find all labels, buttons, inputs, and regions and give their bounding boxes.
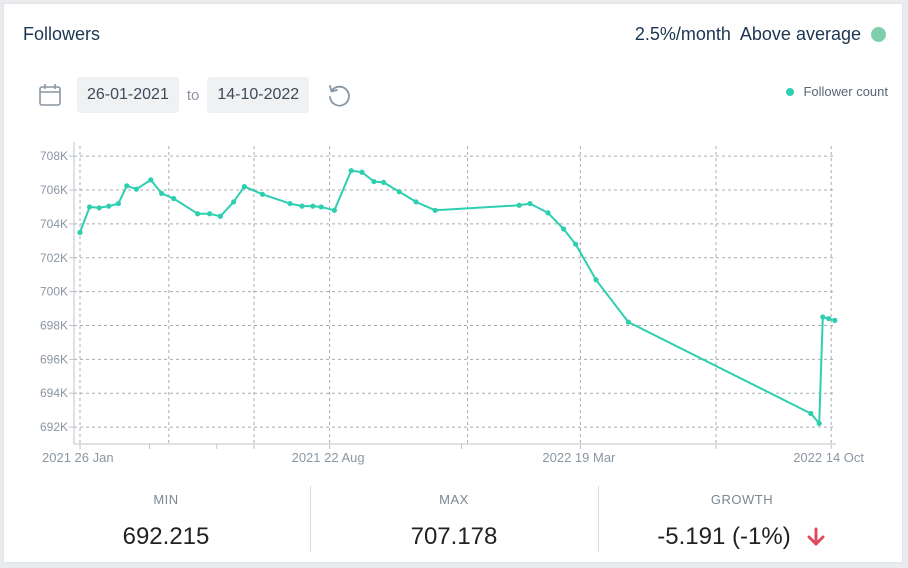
- data-point: [808, 410, 814, 417]
- data-point: [527, 200, 533, 207]
- y-tick-label: 708K: [40, 149, 68, 163]
- legend-marker: [786, 87, 795, 96]
- min-value: 692.215: [22, 523, 310, 551]
- data-point: [171, 195, 177, 202]
- data-point: [381, 179, 387, 186]
- data-point: [625, 319, 632, 325]
- card-title: Followers: [23, 24, 101, 44]
- date-range-picker: 26-01-2021 to 14-10-2022: [37, 77, 353, 113]
- data-point: [561, 226, 567, 232]
- stat-min: MIN 692.215: [22, 482, 310, 551]
- y-tick-label: 692K: [40, 420, 68, 434]
- data-point: [413, 199, 419, 205]
- x-tick-label: 2021 26 Jan: [42, 450, 114, 465]
- data-point: [115, 200, 121, 207]
- data-point: [77, 229, 83, 235]
- calendar-icon[interactable]: [37, 82, 63, 108]
- follower-line-chart: 692K 694K 696K 698K 700K 702K 704K 706K 708K 2021…: [40, 142, 864, 465]
- chart-legend[interactable]: Follower count: [786, 84, 888, 99]
- stat-growth: GROWTH -5.191 (-1%): [598, 482, 886, 551]
- data-point: [159, 190, 165, 197]
- reset-icon[interactable]: [325, 81, 353, 109]
- y-tick-label: 706K: [40, 183, 68, 197]
- x-tick-label: 2021 22 Aug: [292, 450, 365, 465]
- end-date-field[interactable]: 14-10-2022: [207, 77, 310, 113]
- data-point: [87, 204, 93, 210]
- data-point: [331, 207, 337, 213]
- data-point: [348, 167, 354, 174]
- y-tick-label: 698K: [40, 318, 68, 332]
- data-point: [195, 211, 201, 217]
- data-point: [371, 178, 377, 185]
- y-tick-label: 704K: [40, 217, 68, 231]
- data-point: [231, 199, 237, 205]
- stat-divider: [310, 486, 311, 552]
- data-point: [516, 202, 522, 208]
- data-point: [832, 317, 838, 323]
- data-point: [820, 314, 826, 320]
- data-point: [287, 200, 293, 207]
- data-point: [359, 169, 365, 175]
- data-point: [299, 203, 305, 209]
- x-tick-label: 2022 19 Mar: [542, 450, 616, 465]
- stat-max: MAX 707.178: [310, 482, 598, 551]
- data-point: [573, 241, 579, 247]
- data-point: [106, 203, 112, 209]
- legend-label: Follower count: [803, 84, 888, 99]
- data-point: [545, 210, 551, 216]
- data-point: [816, 420, 822, 427]
- y-tick-label: 694K: [40, 386, 68, 400]
- growth-rate: 2.5%/month: [634, 24, 731, 44]
- arrow-down-icon: [807, 527, 825, 546]
- min-value-text: 692.215: [122, 523, 210, 550]
- series-line: [79, 169, 836, 425]
- data-point: [318, 204, 324, 210]
- followers-card: Followers 2.5%/month Above average 26-01…: [3, 3, 903, 563]
- status-dot: [871, 27, 886, 42]
- data-point: [96, 205, 102, 211]
- date-separator: to: [186, 86, 200, 104]
- y-tick-label: 700K: [40, 285, 68, 299]
- stat-divider: [598, 486, 599, 552]
- growth-value-text: -5.191 (-1%): [657, 523, 791, 550]
- max-value-text: 707.178: [410, 523, 498, 550]
- data-point: [133, 186, 139, 192]
- stats-row: MIN 692.215 MAX 707.178 GROWTH -5.191 (-…: [4, 482, 904, 562]
- data-point: [148, 177, 154, 183]
- growth-value: -5.191 (-1%): [598, 523, 886, 551]
- data-point: [124, 183, 130, 189]
- data-point: [207, 211, 213, 217]
- status-text: Above average: [739, 24, 861, 44]
- data-point: [826, 316, 832, 322]
- x-tick-label: 2022 14 Oct: [793, 450, 864, 465]
- y-tick-label: 702K: [40, 251, 68, 265]
- max-value: 707.178: [310, 523, 598, 551]
- growth-status: 2.5%/month Above average: [635, 24, 886, 45]
- start-date-field[interactable]: 26-01-2021: [77, 77, 179, 113]
- data-point: [217, 213, 223, 219]
- data-point: [241, 184, 247, 190]
- growth-label: GROWTH: [710, 492, 774, 507]
- data-point: [310, 203, 316, 209]
- max-label: MAX: [439, 492, 469, 507]
- data-point: [396, 189, 402, 195]
- data-point: [432, 207, 438, 213]
- min-label: MIN: [153, 492, 179, 507]
- y-tick-label: 696K: [40, 352, 68, 366]
- data-point: [259, 191, 265, 197]
- data-point: [593, 277, 599, 283]
